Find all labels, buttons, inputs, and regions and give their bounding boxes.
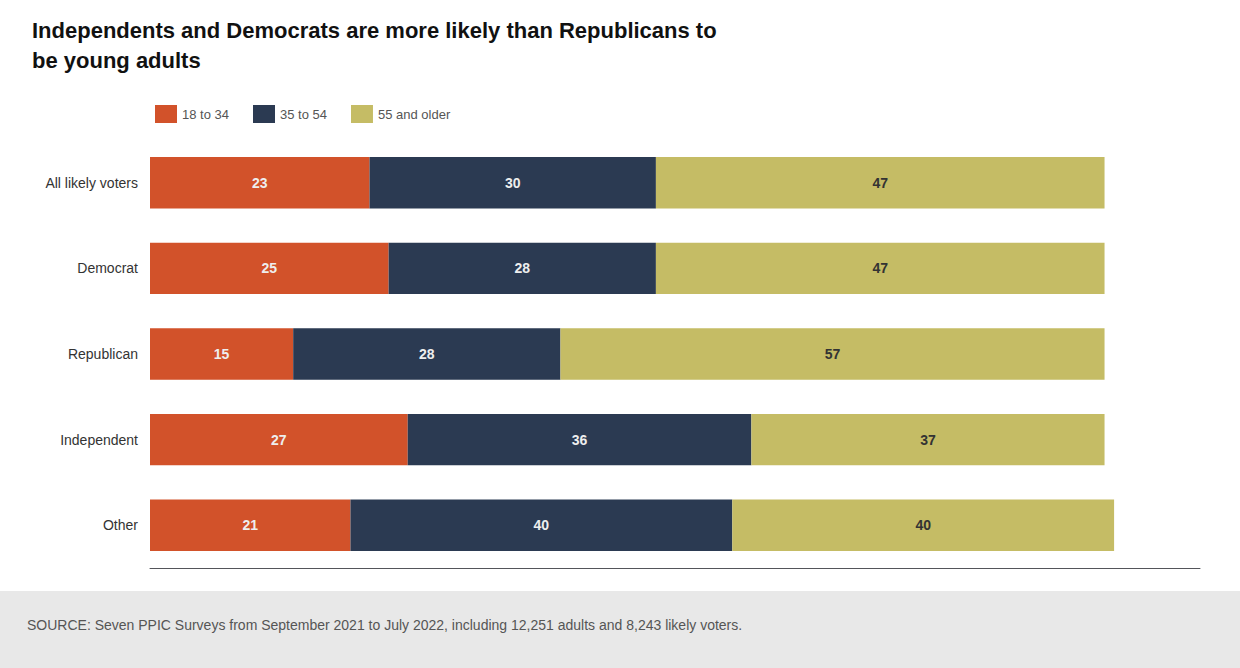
svg-text:27: 27 — [271, 432, 287, 448]
svg-text:Independent: Independent — [60, 432, 138, 448]
svg-text:25: 25 — [262, 260, 278, 276]
svg-text:Republican: Republican — [68, 346, 138, 362]
svg-text:55 and older: 55 and older — [378, 107, 451, 122]
svg-text:40: 40 — [915, 517, 931, 533]
svg-text:57: 57 — [825, 346, 841, 362]
svg-text:35 to 54: 35 to 54 — [280, 107, 327, 122]
svg-text:Other: Other — [103, 517, 138, 533]
svg-text:47: 47 — [872, 260, 888, 276]
svg-text:28: 28 — [419, 346, 435, 362]
svg-text:28: 28 — [514, 260, 530, 276]
svg-text:23: 23 — [252, 175, 268, 191]
svg-text:47: 47 — [872, 175, 888, 191]
svg-text:18 to 34: 18 to 34 — [182, 107, 229, 122]
svg-text:SOURCE: Seven PPIC Surveys fro: SOURCE: Seven PPIC Surveys from Septembe… — [27, 617, 742, 633]
svg-text:40: 40 — [534, 517, 550, 533]
svg-text:All likely voters: All likely voters — [45, 175, 138, 191]
svg-text:15: 15 — [214, 346, 230, 362]
svg-text:Independents and Democrats are: Independents and Democrats are more like… — [32, 18, 717, 43]
svg-text:21: 21 — [242, 517, 258, 533]
svg-text:36: 36 — [572, 432, 588, 448]
svg-text:30: 30 — [505, 175, 521, 191]
svg-text:Democrat: Democrat — [77, 260, 138, 276]
svg-text:be young adults: be young adults — [32, 48, 201, 73]
svg-text:37: 37 — [920, 432, 936, 448]
